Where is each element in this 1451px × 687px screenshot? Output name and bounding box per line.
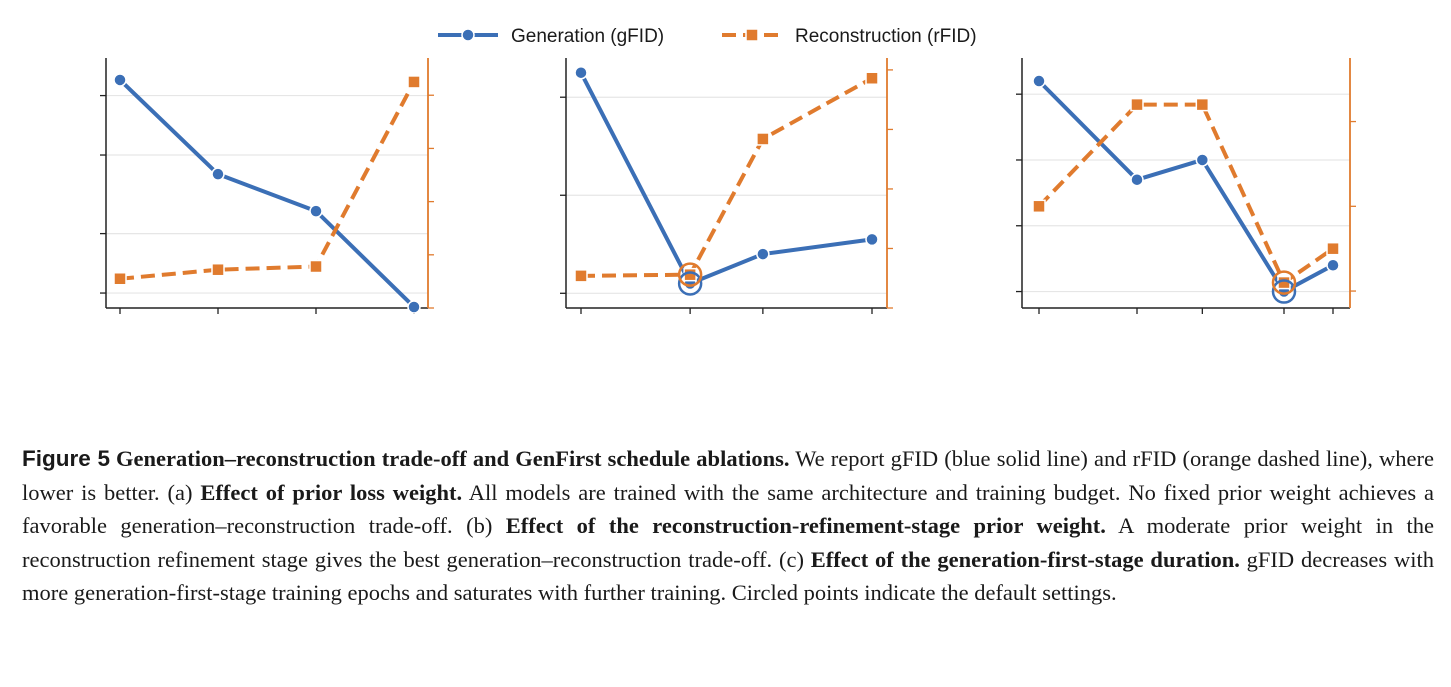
default-gen-circle	[677, 271, 703, 296]
figure: Generation (gFID) Reconstruction (rFID)	[100, 26, 1356, 314]
legend-gen-label: Generation (gFID)	[511, 26, 664, 47]
gen-point	[211, 167, 225, 181]
default-gen-circle	[1271, 279, 1297, 304]
default-rec-circle	[677, 262, 703, 287]
caption-bold-c: Effect of the generation-first-stage dur…	[810, 546, 1240, 572]
default-rec-circle	[1271, 270, 1297, 295]
gen-point	[574, 65, 588, 80]
rec-point	[1195, 97, 1210, 112]
gen-point	[1032, 74, 1046, 88]
gen-point	[113, 73, 127, 87]
chart-panels	[100, 58, 1356, 314]
rec-point	[309, 259, 323, 274]
rec-point	[1326, 241, 1340, 256]
legend: Generation (gFID) Reconstruction (rFID)	[438, 26, 977, 47]
gen-series-line	[118, 78, 416, 309]
caption-text-4: gFID decreases with more generation-firs…	[22, 546, 1434, 606]
rec-point	[1032, 199, 1046, 214]
chart-panel-a	[100, 58, 434, 314]
rec-series-line	[1037, 102, 1335, 285]
caption-text-2: All models are trained with the same arc…	[22, 479, 1434, 539]
rec-point	[756, 132, 770, 146]
gen-point	[1326, 258, 1340, 272]
legend-rec-marker	[745, 28, 759, 42]
rec-point	[211, 262, 225, 277]
caption-bold-a: Effect of prior loss weight.	[200, 479, 463, 505]
rec-point	[113, 271, 127, 286]
gen-series-line	[579, 71, 873, 286]
figure-caption: Figure 5 Generation–reconstruction trade-…	[22, 442, 1434, 610]
caption-text-3: A moderate prior weight in the reconstru…	[22, 513, 1435, 572]
gen-point	[1195, 153, 1210, 167]
caption-title: Generation–reconstruction trade-off and …	[116, 446, 790, 471]
rec-point	[1130, 97, 1144, 112]
gen-point	[309, 204, 323, 218]
caption-figure-label: Figure 5	[22, 446, 111, 471]
legend-rec-label: Reconstruction (rFID)	[795, 26, 977, 47]
chart-panel-c	[1016, 58, 1356, 314]
gen-point	[865, 232, 879, 247]
gen-point	[407, 300, 421, 314]
gen-series-line	[1037, 79, 1334, 294]
rec-series-line	[119, 80, 416, 281]
rec-point	[574, 269, 588, 283]
legend-gen-marker	[461, 28, 475, 42]
caption-bold-b: Effect of the reconstruction-refinement-…	[505, 513, 1106, 538]
rec-series-line	[580, 76, 873, 278]
caption-text-1: We report gFID (blue solid line) and rFI…	[22, 446, 1434, 505]
rec-point	[865, 71, 879, 85]
chart-panel-b	[560, 58, 893, 314]
rec-point	[407, 75, 421, 89]
gen-point	[1130, 172, 1144, 187]
gen-point	[756, 247, 770, 261]
